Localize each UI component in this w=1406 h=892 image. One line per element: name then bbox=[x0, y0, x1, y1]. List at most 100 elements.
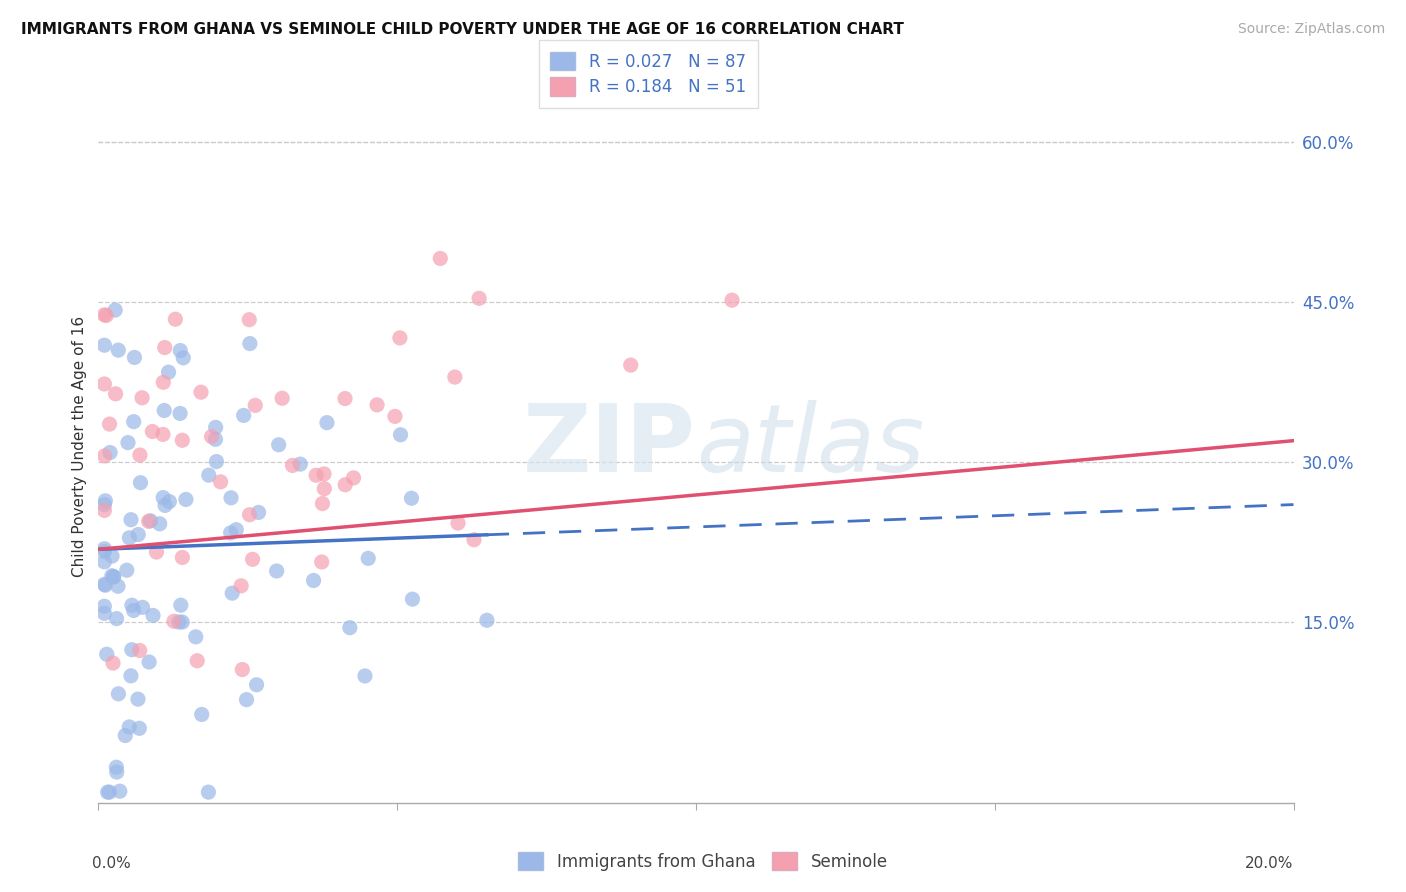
Point bbox=[142, 608, 165, 623]
Y-axis label: Child Poverty Under the Age of 16: Child Poverty Under the Age of 16 bbox=[72, 316, 87, 576]
Point bbox=[93, 308, 115, 322]
Point bbox=[153, 341, 176, 355]
Point bbox=[169, 407, 191, 421]
Point bbox=[104, 387, 127, 401]
Point bbox=[184, 630, 207, 644]
Point bbox=[235, 692, 257, 706]
Point bbox=[121, 642, 143, 657]
Point bbox=[93, 555, 115, 569]
Point bbox=[312, 467, 335, 481]
Point bbox=[314, 482, 336, 496]
Text: Source: ZipAtlas.com: Source: ZipAtlas.com bbox=[1237, 22, 1385, 37]
Point bbox=[219, 525, 242, 540]
Point bbox=[311, 555, 333, 569]
Point bbox=[271, 391, 294, 405]
Point bbox=[127, 527, 149, 541]
Point bbox=[128, 643, 150, 657]
Point bbox=[122, 415, 145, 429]
Point bbox=[104, 303, 127, 318]
Point bbox=[163, 615, 186, 629]
Point bbox=[141, 425, 163, 439]
Point bbox=[145, 545, 167, 559]
Point bbox=[447, 516, 470, 530]
Point bbox=[105, 765, 128, 780]
Text: atlas: atlas bbox=[696, 401, 924, 491]
Point bbox=[389, 427, 412, 442]
Point bbox=[354, 669, 377, 683]
Point bbox=[129, 475, 152, 490]
Point bbox=[172, 615, 194, 629]
Point bbox=[205, 454, 228, 468]
Point bbox=[239, 508, 262, 522]
Point bbox=[302, 574, 325, 588]
Point bbox=[139, 514, 162, 528]
Point bbox=[101, 656, 124, 670]
Point bbox=[93, 607, 115, 621]
Point bbox=[342, 471, 364, 485]
Point bbox=[97, 785, 120, 799]
Point bbox=[121, 599, 143, 613]
Point bbox=[204, 433, 226, 447]
Point bbox=[96, 647, 118, 661]
Point bbox=[468, 291, 491, 305]
Point bbox=[239, 336, 262, 351]
Point bbox=[93, 599, 115, 614]
Point bbox=[204, 420, 226, 434]
Point bbox=[152, 427, 174, 442]
Point bbox=[93, 449, 115, 463]
Point bbox=[620, 358, 643, 372]
Point bbox=[339, 621, 361, 635]
Point bbox=[245, 678, 267, 692]
Point bbox=[384, 409, 406, 424]
Point bbox=[152, 376, 174, 390]
Point bbox=[231, 663, 253, 677]
Point bbox=[94, 578, 117, 592]
Point bbox=[209, 475, 232, 489]
Text: 20.0%: 20.0% bbox=[1246, 856, 1294, 871]
Point bbox=[401, 491, 423, 506]
Point bbox=[172, 434, 194, 448]
Point bbox=[105, 612, 128, 626]
Text: IMMIGRANTS FROM GHANA VS SEMINOLE CHILD POVERTY UNDER THE AGE OF 16 CORRELATION : IMMIGRANTS FROM GHANA VS SEMINOLE CHILD … bbox=[21, 22, 904, 37]
Point bbox=[107, 579, 129, 593]
Point bbox=[127, 692, 149, 706]
Point bbox=[444, 370, 467, 384]
Point bbox=[96, 309, 118, 323]
Point bbox=[221, 586, 243, 600]
Point bbox=[138, 655, 160, 669]
Point bbox=[401, 592, 423, 607]
Point bbox=[124, 351, 146, 365]
Point bbox=[107, 687, 129, 701]
Point bbox=[117, 435, 139, 450]
Point bbox=[267, 438, 290, 452]
Point bbox=[190, 385, 212, 400]
Point bbox=[172, 351, 194, 365]
Point bbox=[138, 514, 160, 528]
Point bbox=[232, 409, 254, 423]
Point bbox=[167, 615, 190, 629]
Point bbox=[157, 365, 180, 379]
Point bbox=[388, 331, 411, 345]
Point bbox=[169, 343, 191, 358]
Point bbox=[357, 551, 380, 566]
Point bbox=[93, 498, 115, 512]
Point bbox=[93, 503, 115, 517]
Point bbox=[463, 533, 485, 547]
Point bbox=[103, 570, 125, 584]
Point bbox=[98, 417, 121, 431]
Point bbox=[316, 416, 339, 430]
Point bbox=[114, 729, 136, 743]
Point bbox=[247, 505, 270, 519]
Point bbox=[131, 600, 153, 615]
Point bbox=[101, 568, 124, 582]
Point bbox=[245, 398, 267, 412]
Point bbox=[98, 445, 121, 459]
Point bbox=[266, 564, 288, 578]
Point bbox=[103, 570, 125, 584]
Point bbox=[200, 429, 222, 443]
Point bbox=[149, 516, 172, 531]
Legend: Immigrants from Ghana, Seminole: Immigrants from Ghana, Seminole bbox=[510, 844, 896, 880]
Point bbox=[120, 669, 142, 683]
Point bbox=[174, 492, 197, 507]
Point bbox=[152, 491, 174, 505]
